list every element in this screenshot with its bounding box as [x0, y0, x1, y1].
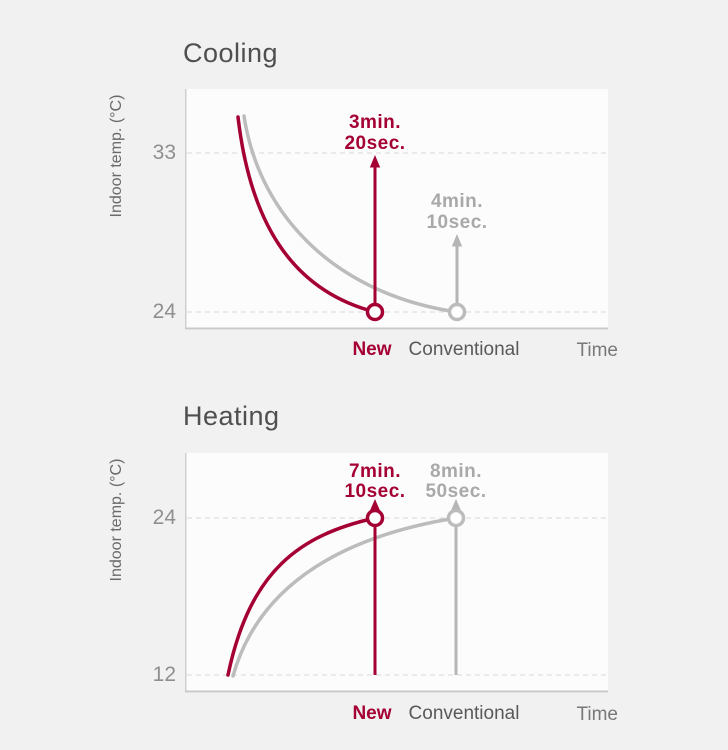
- heating-conventional-time-line1: 8min.: [430, 461, 482, 482]
- cooling-conventional-marker: [447, 302, 467, 322]
- heating-ytick-24: 24: [152, 506, 176, 529]
- cooling-xlabel-conventional: Conventional: [408, 339, 520, 360]
- heating-new-time-line2: 10sec.: [344, 481, 405, 502]
- cooling-new-curve: [236, 115, 377, 314]
- heating-new-marker: [365, 508, 385, 528]
- heating-y-axis-label: Indoor temp. (°C): [108, 458, 125, 582]
- cooling-chart-canvas: 3min. 20sec. 4min. 10sec.: [185, 89, 608, 330]
- cooling-new-marker: [365, 302, 385, 322]
- cooling-new-time-line2: 20sec.: [344, 133, 405, 154]
- cooling-xlabel-new: New: [352, 339, 392, 360]
- heating-xlabel-conventional: Conventional: [408, 703, 520, 724]
- cooling-conventional-curve: [242, 114, 459, 314]
- heating-conventional-time-line2: 50sec.: [425, 481, 486, 502]
- cooling-new-time-line1: 3min.: [349, 112, 401, 133]
- cooling-xlabel-time: Time: [576, 340, 618, 361]
- heating-title: Heating: [183, 401, 280, 431]
- cooling-conventional-arrowhead-icon: [451, 234, 463, 247]
- cooling-plot-area: 3min. 20sec. 4min. 10sec.: [185, 89, 608, 330]
- heating-xlabel-time: Time: [576, 704, 618, 725]
- cooling-conventional-time-line2: 10sec.: [426, 212, 487, 233]
- heating-chart-canvas: 7min. 10sec. 8min. 50sec.: [185, 453, 608, 693]
- cooling-conventional-time-line1: 4min.: [431, 191, 483, 212]
- cooling-title: Cooling: [183, 38, 279, 68]
- heating-xlabel-new: New: [352, 703, 392, 724]
- heating-conventional-arrowhead-icon: [450, 499, 462, 511]
- heating-ytick-12: 12: [152, 663, 176, 686]
- heating-conventional-marker: [446, 508, 466, 528]
- cooling-ytick-33: 33: [152, 141, 176, 164]
- heating-conventional-curve: [231, 516, 458, 678]
- heating-plot-area: 7min. 10sec. 8min. 50sec.: [185, 453, 608, 693]
- cooling-ytick-24: 24: [152, 300, 176, 323]
- heating-new-arrowhead-icon: [369, 499, 381, 511]
- heating-new-time-line1: 7min.: [349, 461, 401, 482]
- cooling-y-axis-label: Indoor temp. (°C): [108, 94, 125, 218]
- heating-new-curve: [226, 516, 377, 677]
- cooling-new-arrowhead-icon: [369, 155, 381, 168]
